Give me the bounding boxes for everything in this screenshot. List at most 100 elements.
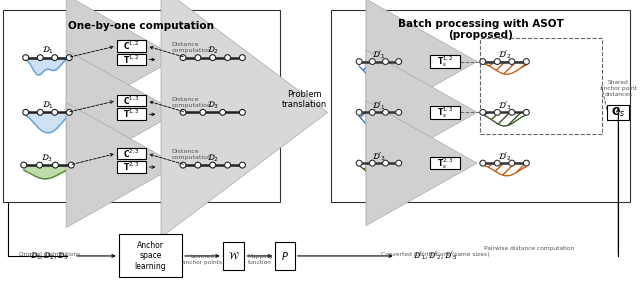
Circle shape xyxy=(509,59,515,65)
Bar xyxy=(430,157,460,170)
Bar xyxy=(116,54,147,65)
Circle shape xyxy=(180,162,186,168)
Circle shape xyxy=(494,160,500,166)
Bar xyxy=(223,242,244,270)
Text: Converted distributions (same sizes): Converted distributions (same sizes) xyxy=(381,252,490,257)
Circle shape xyxy=(67,110,72,115)
Bar xyxy=(116,40,147,52)
Circle shape xyxy=(356,160,362,166)
Circle shape xyxy=(480,59,486,65)
Circle shape xyxy=(67,55,72,61)
Text: $\mathcal{D}_3$: $\mathcal{D}_3$ xyxy=(42,152,54,164)
Text: Anchor
space
learning: Anchor space learning xyxy=(134,241,166,271)
Circle shape xyxy=(494,110,500,115)
Text: $\mathbf{C}^{1,2}$: $\mathbf{C}^{1,2}$ xyxy=(124,40,140,52)
Bar xyxy=(275,242,295,270)
Bar xyxy=(116,147,147,159)
Text: $\mathcal{D}_1, \mathcal{D}_2, \mathcal{D}_3$: $\mathcal{D}_1, \mathcal{D}_2, \mathcal{… xyxy=(30,250,69,262)
Text: Distance
computation: Distance computation xyxy=(171,97,211,107)
Circle shape xyxy=(37,55,44,61)
Circle shape xyxy=(383,110,388,115)
Text: $\mathbf{C}^{2,3}$: $\mathbf{C}^{2,3}$ xyxy=(123,147,140,160)
Text: $\mathcal{D}'_3$: $\mathcal{D}'_3$ xyxy=(497,100,511,112)
Text: $\mathcal{D}'_1$: $\mathcal{D}'_1$ xyxy=(372,100,386,112)
Circle shape xyxy=(68,162,74,168)
Text: $\mathbf{T}_s^{2,3}$: $\mathbf{T}_s^{2,3}$ xyxy=(437,156,453,170)
Text: $\mathbf{T}_s^{1,3}$: $\mathbf{T}_s^{1,3}$ xyxy=(437,105,453,120)
Text: $\mathcal{D}_2$: $\mathcal{D}_2$ xyxy=(207,45,219,57)
Text: One-by-one computation: One-by-one computation xyxy=(68,20,214,30)
Circle shape xyxy=(23,55,29,61)
Circle shape xyxy=(180,110,186,115)
Text: $\mathcal{D}'_3$: $\mathcal{D}'_3$ xyxy=(372,150,386,163)
Bar xyxy=(430,55,460,68)
Circle shape xyxy=(239,55,245,61)
Text: $\mathbf{T}_s^{1,2}$: $\mathbf{T}_s^{1,2}$ xyxy=(437,54,453,69)
Circle shape xyxy=(225,162,230,168)
Bar xyxy=(3,10,280,202)
Text: $\mathcal{D}_2$: $\mathcal{D}_2$ xyxy=(207,152,219,164)
Circle shape xyxy=(52,162,58,168)
Text: Pairwise distance computation: Pairwise distance computation xyxy=(484,246,574,251)
Circle shape xyxy=(509,110,515,115)
Text: $\mathbf{T}^{2,3}$: $\mathbf{T}^{2,3}$ xyxy=(124,161,140,173)
Text: $\mathcal{D}_3$: $\mathcal{D}_3$ xyxy=(207,100,219,111)
Bar xyxy=(430,106,460,119)
Circle shape xyxy=(480,110,486,115)
Circle shape xyxy=(383,59,388,65)
Text: $\mathbf{C}_s$: $\mathbf{C}_s$ xyxy=(611,105,625,119)
Circle shape xyxy=(480,160,486,166)
Circle shape xyxy=(396,59,402,65)
Text: $\mathcal{D}'_1, \mathcal{D}'_2, \mathcal{D}'_3$: $\mathcal{D}'_1, \mathcal{D}'_2, \mathca… xyxy=(413,249,458,262)
Circle shape xyxy=(210,55,216,61)
Text: Shared
anchor point
distances: Shared anchor point distances xyxy=(600,80,637,97)
Circle shape xyxy=(369,110,375,115)
Bar xyxy=(116,161,147,173)
Bar xyxy=(116,95,147,107)
Text: $\mathcal{D}'_1$: $\mathcal{D}'_1$ xyxy=(372,49,386,61)
Text: Original distributions: Original distributions xyxy=(19,252,80,257)
Bar xyxy=(480,38,602,134)
Circle shape xyxy=(195,55,201,61)
Text: Problem
translation: Problem translation xyxy=(282,90,327,109)
Text: Learned
anchor points: Learned anchor points xyxy=(182,254,222,265)
Circle shape xyxy=(20,162,27,168)
Circle shape xyxy=(195,162,201,168)
Text: $\mathcal{D}'_2$: $\mathcal{D}'_2$ xyxy=(498,150,511,163)
Circle shape xyxy=(396,110,402,115)
Bar xyxy=(119,234,182,277)
Circle shape xyxy=(524,59,529,65)
Text: $\mathbf{T}^{1,2}$: $\mathbf{T}^{1,2}$ xyxy=(124,53,140,66)
Circle shape xyxy=(37,110,44,115)
Circle shape xyxy=(356,110,362,115)
Circle shape xyxy=(356,59,362,65)
Text: Distance
computation: Distance computation xyxy=(171,149,211,160)
Circle shape xyxy=(23,110,29,115)
Circle shape xyxy=(369,160,375,166)
Text: $P$: $P$ xyxy=(281,250,289,262)
Circle shape xyxy=(494,59,500,65)
Text: Batch processing with ASOT
(proposed): Batch processing with ASOT (proposed) xyxy=(398,19,564,40)
Bar xyxy=(332,10,630,202)
Bar xyxy=(607,104,629,120)
Circle shape xyxy=(509,160,515,166)
Text: $\mathcal{D}_1$: $\mathcal{D}_1$ xyxy=(42,45,54,57)
Circle shape xyxy=(220,110,225,115)
Circle shape xyxy=(524,160,529,166)
Circle shape xyxy=(396,160,402,166)
Circle shape xyxy=(52,55,58,61)
Text: $\mathbf{T}^{1,3}$: $\mathbf{T}^{1,3}$ xyxy=(124,108,140,120)
Circle shape xyxy=(239,162,245,168)
Text: $\mathbf{C}^{1,3}$: $\mathbf{C}^{1,3}$ xyxy=(123,94,140,107)
Bar xyxy=(116,108,147,120)
Circle shape xyxy=(239,110,245,115)
Text: Distance
computation: Distance computation xyxy=(171,42,211,53)
Circle shape xyxy=(180,55,186,61)
Text: $\mathcal{D}'_2$: $\mathcal{D}'_2$ xyxy=(498,49,511,61)
Circle shape xyxy=(369,59,375,65)
Circle shape xyxy=(36,162,42,168)
Circle shape xyxy=(200,110,206,115)
Circle shape xyxy=(524,110,529,115)
Circle shape xyxy=(225,55,230,61)
Text: Mapping
function: Mapping function xyxy=(248,254,273,265)
